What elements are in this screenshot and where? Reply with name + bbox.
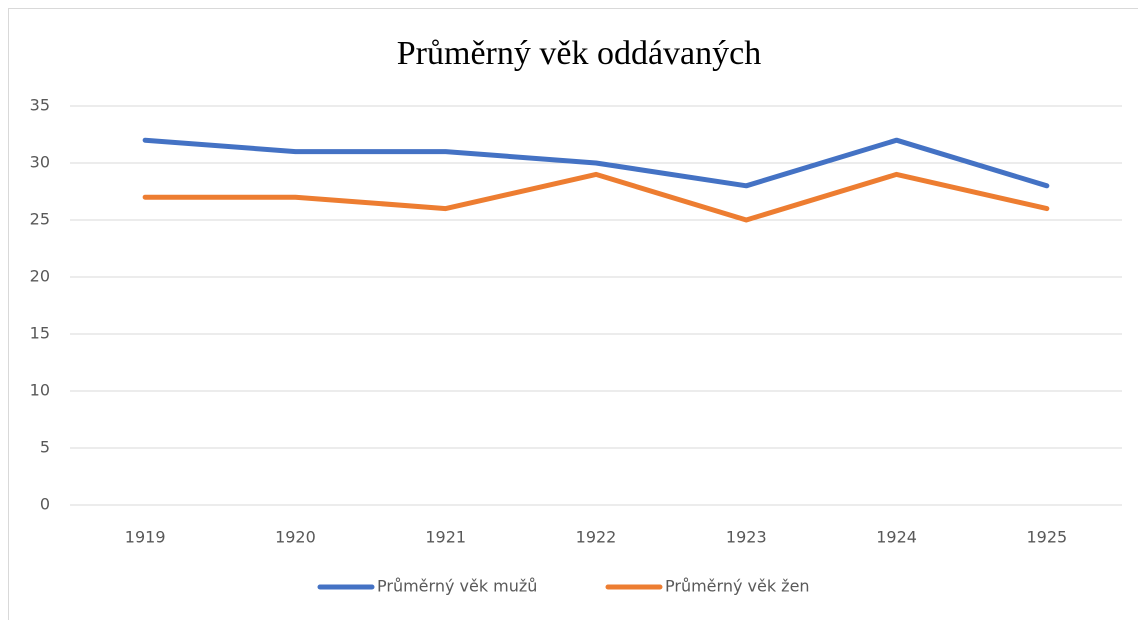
x-tick-label: 1925 [1026, 528, 1067, 547]
y-tick-label: 0 [40, 495, 50, 514]
x-tick-label: 1919 [125, 528, 166, 547]
legend-label: Průměrný věk žen [665, 577, 810, 596]
x-tick-label: 1923 [726, 528, 767, 547]
y-tick-label: 5 [40, 438, 50, 457]
y-tick-label: 15 [30, 324, 50, 343]
y-tick-label: 30 [30, 153, 50, 172]
y-tick-label: 20 [30, 267, 50, 286]
y-tick-label: 25 [30, 210, 50, 229]
y-tick-label: 35 [30, 96, 50, 115]
series-line [142, 137, 1050, 189]
series-line [142, 171, 1050, 223]
x-tick-label: 1924 [876, 528, 917, 547]
x-tick-label: 1921 [425, 528, 466, 547]
legend-label: Průměrný věk mužů [377, 577, 537, 596]
chart-border [8, 8, 1138, 620]
x-tick-label: 1920 [275, 528, 316, 547]
chart-title: Průměrný věk oddávaných [397, 35, 761, 72]
y-tick-label: 10 [30, 381, 50, 400]
x-tick-label: 1922 [576, 528, 617, 547]
